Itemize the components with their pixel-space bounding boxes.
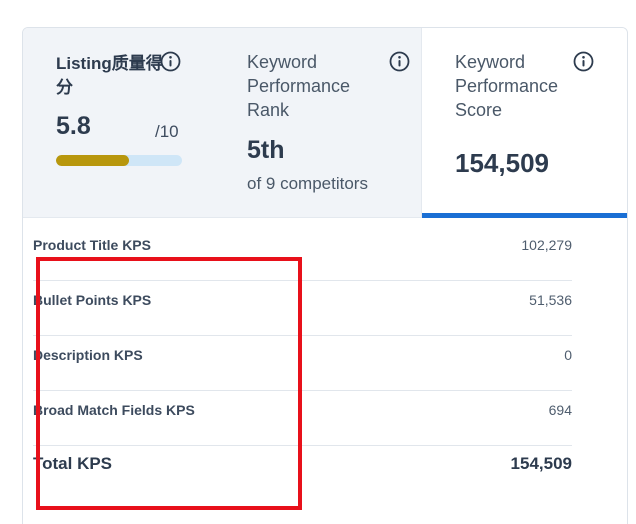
highlight-annotation-box	[36, 257, 302, 510]
rank-value: 5th	[247, 136, 285, 164]
row-value: 102,279	[521, 237, 572, 253]
listing-quality-metric[interactable]: Listing质量得分 5.8 /10	[23, 28, 221, 218]
listing-quality-max: /10	[155, 122, 179, 141]
total-row: Total KPS 154,509	[33, 446, 572, 501]
rank-subtitle: of 9 competitors	[247, 174, 368, 193]
header-divider	[23, 217, 421, 218]
table-row: Bullet Points KPS 51,536	[33, 281, 572, 336]
row-label: Description KPS	[33, 347, 143, 363]
kps-card: Listing质量得分 5.8 /10 Keyword Performance …	[22, 27, 628, 524]
metrics-header: Listing质量得分 5.8 /10 Keyword Performance …	[23, 28, 627, 218]
score-label: Keyword Performance Score	[455, 52, 559, 120]
active-tab-indicator	[422, 213, 627, 218]
row-label: Product Title KPS	[33, 237, 151, 253]
listing-quality-progress-fill	[56, 155, 130, 166]
table-row: Description KPS 0	[33, 336, 572, 391]
info-icon[interactable]	[389, 51, 410, 72]
keyword-performance-rank-metric[interactable]: Keyword Performance Rank 5th of 9 compet…	[221, 28, 421, 218]
row-label: Bullet Points KPS	[33, 292, 152, 308]
keyword-performance-score-metric[interactable]: Keyword Performance Score 154,509	[421, 28, 627, 218]
rank-label: Keyword Performance Rank	[247, 52, 351, 120]
table-row: Product Title KPS 102,279	[33, 226, 572, 281]
row-value: 0	[564, 347, 572, 363]
listing-quality-score: 5.8	[56, 112, 91, 140]
listing-quality-progress-bar	[56, 155, 182, 166]
info-icon[interactable]	[573, 51, 594, 72]
listing-quality-title: Listing质量得分	[56, 54, 163, 97]
table-row: Broad Match Fields KPS 694	[33, 391, 572, 446]
row-value: 51,536	[529, 292, 572, 308]
score-value: 154,509	[455, 148, 549, 178]
total-value: 154,509	[510, 454, 572, 473]
row-label: Broad Match Fields KPS	[33, 402, 195, 418]
info-icon[interactable]	[160, 51, 181, 72]
kps-breakdown-table: Product Title KPS 102,279 Bullet Points …	[33, 226, 572, 501]
total-label: Total KPS	[33, 454, 113, 473]
row-value: 694	[548, 402, 572, 418]
